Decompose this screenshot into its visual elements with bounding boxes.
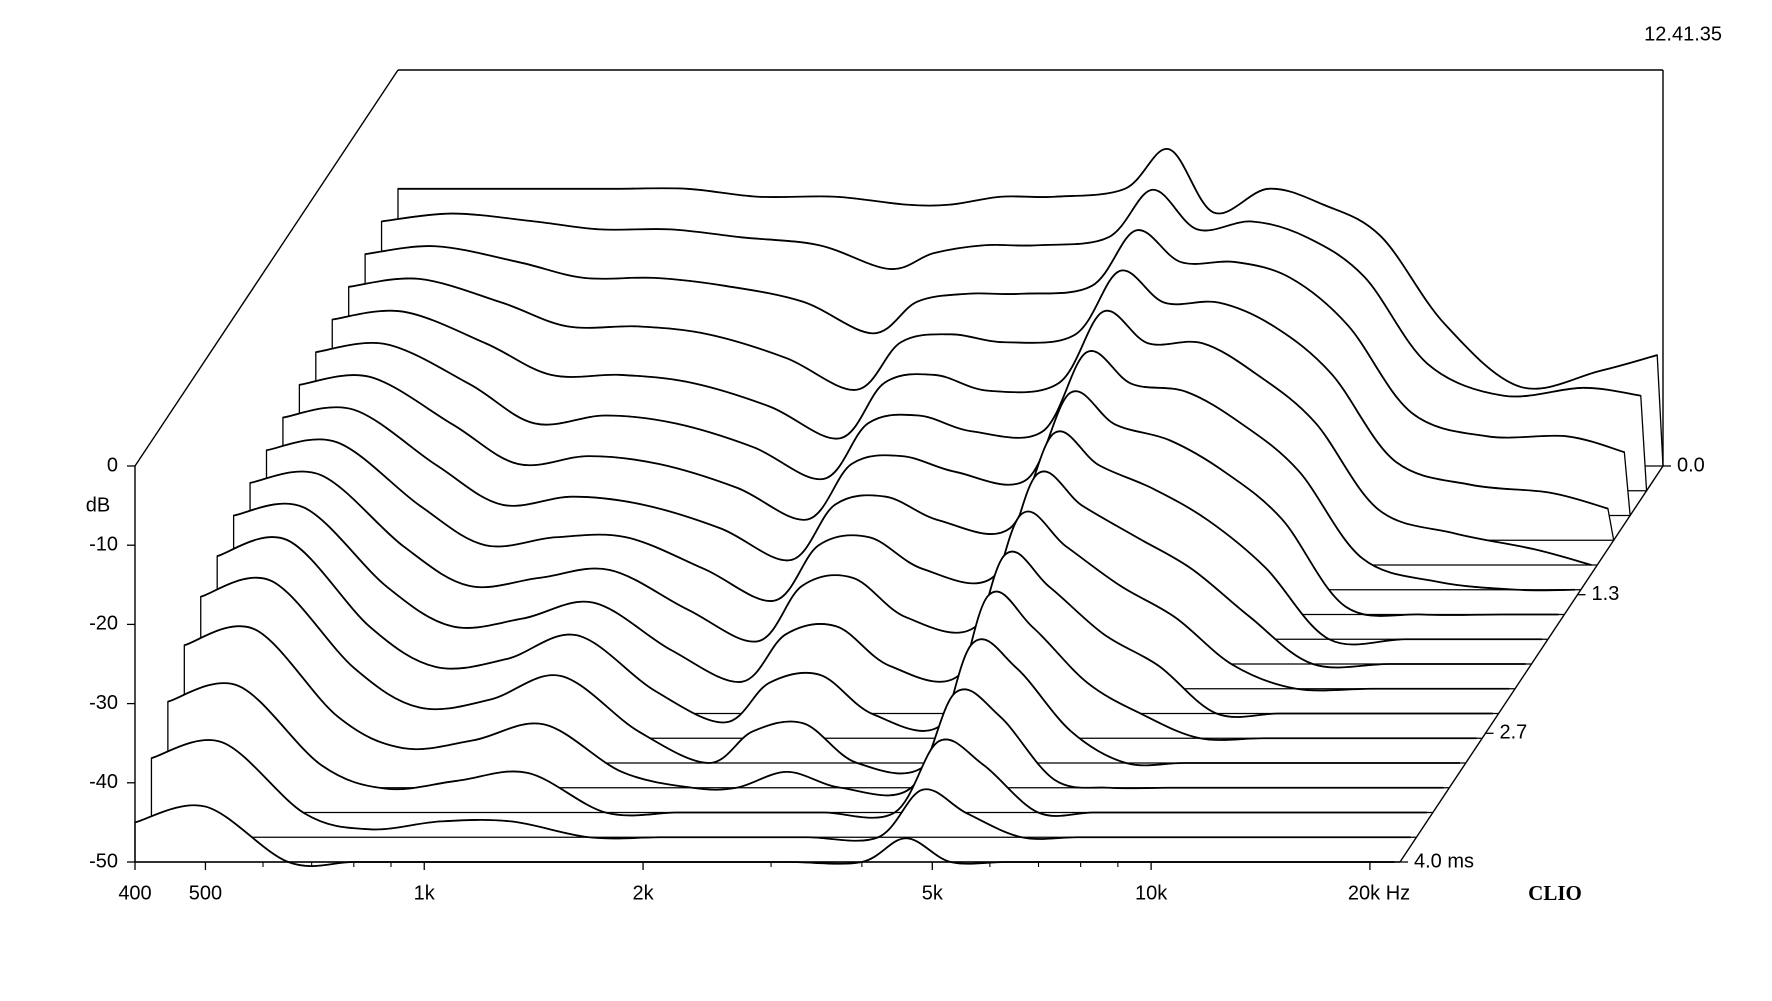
brand: CLIO xyxy=(1528,881,1582,905)
slice-line xyxy=(365,229,1625,454)
z-tick-label: 2.7 xyxy=(1499,722,1527,744)
y-tick-label: -50 xyxy=(89,850,118,872)
slice-line xyxy=(398,148,1658,390)
slice-line xyxy=(282,406,1543,646)
slice-line xyxy=(216,536,1477,741)
y-tick-label: 0 xyxy=(107,454,118,476)
slice-line xyxy=(184,625,1444,797)
slices xyxy=(134,148,1664,868)
slice-line xyxy=(151,739,1411,842)
slice-line xyxy=(315,342,1576,592)
y-tick-label: -30 xyxy=(89,692,118,714)
slice-line xyxy=(266,438,1526,669)
y-axis-label: dB xyxy=(86,494,110,516)
frame-edge xyxy=(134,69,399,467)
x-tick-label: 500 xyxy=(189,882,222,904)
y-tick-label: -40 xyxy=(89,771,118,793)
slice-line xyxy=(381,188,1641,398)
y-tick-label: -10 xyxy=(89,533,118,555)
slice-line xyxy=(200,576,1460,775)
x-tick-label: 1k xyxy=(414,882,436,904)
z-tick-label: 1.3 xyxy=(1592,583,1620,605)
x-tick-label: 5k xyxy=(922,882,944,904)
z-tick-label: 4.0 ms xyxy=(1414,850,1474,872)
slice-line xyxy=(249,470,1510,692)
x-tick-label: 2k xyxy=(632,882,654,904)
y-tick-label: -20 xyxy=(89,613,118,635)
slice-line xyxy=(348,269,1609,510)
frame-edge xyxy=(1399,465,1664,863)
slice-line xyxy=(167,682,1428,819)
x-tick-label: 10k xyxy=(1135,882,1168,904)
slice-line xyxy=(299,374,1559,617)
x-tick-label: 400 xyxy=(118,882,151,904)
slice-line xyxy=(332,309,1592,566)
x-tick-label: 20k Hz xyxy=(1348,882,1410,904)
slice-line xyxy=(233,502,1493,718)
timestamp: 12.41.35 xyxy=(1644,23,1722,45)
z-tick-label: 0.0 xyxy=(1677,454,1705,476)
